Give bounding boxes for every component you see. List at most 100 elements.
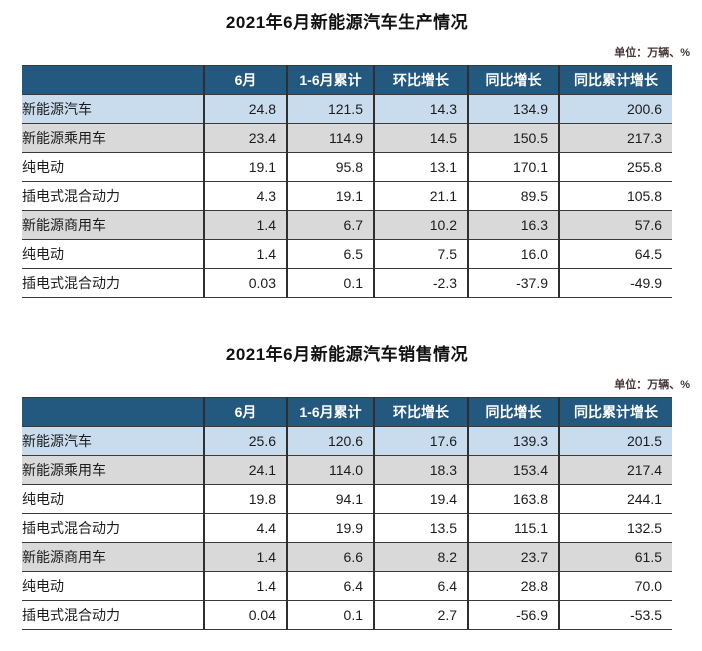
value-cell: 114.0 xyxy=(286,455,374,485)
value-cell: -2.3 xyxy=(373,268,468,298)
value-cell: 25.6 xyxy=(203,426,287,456)
row-label-cell: 纯电动 xyxy=(22,239,204,269)
table-row: 纯电动 19.1 95.8 13.1 170.1 255.8 xyxy=(22,152,672,182)
row-label-cell: 新能源商用车 xyxy=(22,542,204,572)
value-cell: 217.4 xyxy=(558,455,672,485)
corner-header-cell xyxy=(22,65,204,95)
value-cell: 134.9 xyxy=(467,94,559,124)
value-cell: 255.8 xyxy=(558,152,672,182)
value-cell: -49.9 xyxy=(558,268,672,298)
value-cell: 6.4 xyxy=(373,571,468,601)
table-row: 插电式混合动力 0.03 0.1 -2.3 -37.9 -49.9 xyxy=(22,268,672,298)
column-header-cell: 6月 xyxy=(203,397,287,427)
value-cell: 121.5 xyxy=(286,94,374,124)
column-header-cell: 环比增长 xyxy=(373,65,468,95)
value-cell: 19.9 xyxy=(286,513,374,543)
value-cell: 16.0 xyxy=(467,239,559,269)
value-cell: 0.04 xyxy=(203,600,287,630)
table-row: 插电式混合动力 4.3 19.1 21.1 89.5 105.8 xyxy=(22,181,672,211)
column-header-cell: 1-6月累计 xyxy=(286,397,374,427)
value-cell: 17.6 xyxy=(373,426,468,456)
value-cell: 13.5 xyxy=(373,513,468,543)
value-cell: -37.9 xyxy=(467,268,559,298)
value-cell: 0.03 xyxy=(203,268,287,298)
corner-header-cell xyxy=(22,397,204,427)
value-cell: 132.5 xyxy=(558,513,672,543)
value-cell: 57.6 xyxy=(558,210,672,240)
value-cell: 23.7 xyxy=(467,542,559,572)
header-row: 6月 1-6月累计 环比增长 同比增长 同比累计增长 xyxy=(22,397,672,427)
value-cell: 244.1 xyxy=(558,484,672,514)
value-cell: 13.1 xyxy=(373,152,468,182)
header-row: 6月 1-6月累计 环比增长 同比增长 同比累计增长 xyxy=(22,65,672,95)
value-cell: 19.8 xyxy=(203,484,287,514)
table-row: 插电式混合动力 4.4 19.9 13.5 115.1 132.5 xyxy=(22,513,672,543)
value-cell: 0.1 xyxy=(286,268,374,298)
sales-data-table: 6月 1-6月累计 环比增长 同比增长 同比累计增长 新能源汽车 25.6 120.6 17.6… xyxy=(22,397,672,630)
table-row: 插电式混合动力 0.04 0.1 2.7 -56.9 -53.5 xyxy=(22,600,672,630)
value-cell: 4.3 xyxy=(203,181,287,211)
table-row: 新能源汽车 25.6 120.6 17.6 139.3 201.5 xyxy=(22,426,672,456)
row-label-cell: 新能源乘用车 xyxy=(22,123,204,153)
value-cell: 115.1 xyxy=(467,513,559,543)
value-cell: 114.9 xyxy=(286,123,374,153)
value-cell: 153.4 xyxy=(467,455,559,485)
production-unit-note: 单位：万辆、% xyxy=(614,47,690,59)
row-label-cell: 新能源商用车 xyxy=(22,210,204,240)
value-cell: 6.5 xyxy=(286,239,374,269)
value-cell: 14.3 xyxy=(373,94,468,124)
table-row: 新能源商用车 1.4 6.7 10.2 16.3 57.6 xyxy=(22,210,672,240)
column-header-cell: 同比增长 xyxy=(467,65,559,95)
row-label-cell: 纯电动 xyxy=(22,152,204,182)
column-header-cell: 6月 xyxy=(203,65,287,95)
value-cell: 6.7 xyxy=(286,210,374,240)
row-label-cell: 插电式混合动力 xyxy=(22,181,204,211)
value-cell: 19.1 xyxy=(203,152,287,182)
production-data-table: 6月 1-6月累计 环比增长 同比增长 同比累计增长 新能源汽车 24.8 121.5 14.3… xyxy=(22,65,672,298)
value-cell: 8.2 xyxy=(373,542,468,572)
column-header-cell: 1-6月累计 xyxy=(286,65,374,95)
value-cell: 1.4 xyxy=(203,239,287,269)
table-row: 新能源汽车 24.8 121.5 14.3 134.9 200.6 xyxy=(22,94,672,124)
value-cell: 200.6 xyxy=(558,94,672,124)
value-cell: 10.2 xyxy=(373,210,468,240)
value-cell: 4.4 xyxy=(203,513,287,543)
value-cell: 19.4 xyxy=(373,484,468,514)
value-cell: 94.1 xyxy=(286,484,374,514)
table-row: 新能源商用车 1.4 6.6 8.2 23.7 61.5 xyxy=(22,542,672,572)
column-header-cell: 同比增长 xyxy=(467,397,559,427)
value-cell: -56.9 xyxy=(467,600,559,630)
value-cell: 61.5 xyxy=(558,542,672,572)
row-label-cell: 新能源汽车 xyxy=(22,426,204,456)
column-header-cell: 同比累计增长 xyxy=(558,65,672,95)
value-cell: 24.1 xyxy=(203,455,287,485)
value-cell: 120.6 xyxy=(286,426,374,456)
value-cell: 23.4 xyxy=(203,123,287,153)
production-table-title: 2021年6月新能源汽车生产情况 xyxy=(225,13,469,32)
row-label-cell: 插电式混合动力 xyxy=(22,268,204,298)
value-cell: 1.4 xyxy=(203,542,287,572)
value-cell: 150.5 xyxy=(467,123,559,153)
table-row: 新能源乘用车 24.1 114.0 18.3 153.4 217.4 xyxy=(22,455,672,485)
value-cell: 64.5 xyxy=(558,239,672,269)
value-cell: 6.4 xyxy=(286,571,374,601)
value-cell: 19.1 xyxy=(286,181,374,211)
row-label-cell: 插电式混合动力 xyxy=(22,513,204,543)
sales-table-title: 2021年6月新能源汽车销售情况 xyxy=(225,345,469,364)
value-cell: 0.1 xyxy=(286,600,374,630)
row-label-cell: 新能源汽车 xyxy=(22,94,204,124)
value-cell: 1.4 xyxy=(203,571,287,601)
value-cell: 2.7 xyxy=(373,600,468,630)
sales-unit-note: 单位：万辆、% xyxy=(614,379,690,391)
value-cell: 170.1 xyxy=(467,152,559,182)
row-label-cell: 插电式混合动力 xyxy=(22,600,204,630)
value-cell: 18.3 xyxy=(373,455,468,485)
value-cell: 24.8 xyxy=(203,94,287,124)
row-label-cell: 纯电动 xyxy=(22,571,204,601)
value-cell: 21.1 xyxy=(373,181,468,211)
table-row: 纯电动 19.8 94.1 19.4 163.8 244.1 xyxy=(22,484,672,514)
row-label-cell: 纯电动 xyxy=(22,484,204,514)
value-cell: 70.0 xyxy=(558,571,672,601)
value-cell: 201.5 xyxy=(558,426,672,456)
